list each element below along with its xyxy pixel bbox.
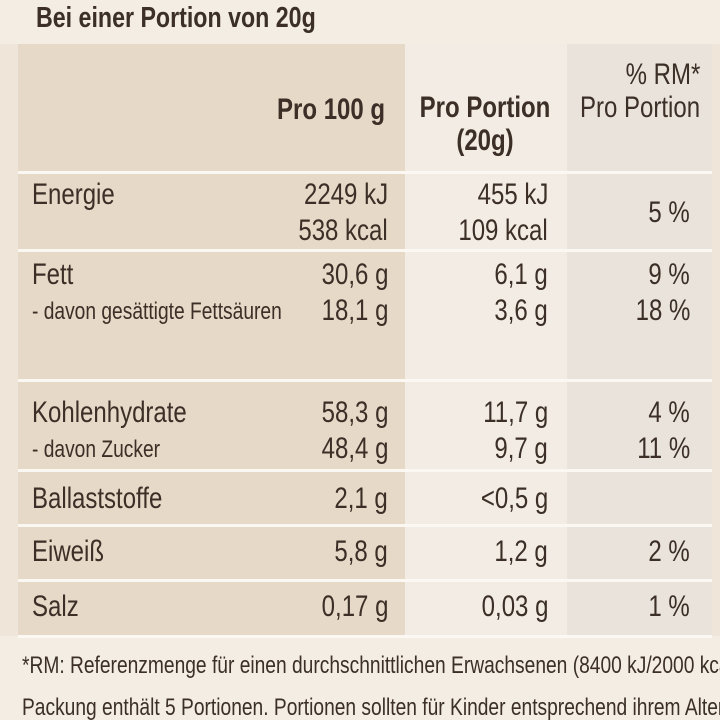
row-label: Kohlenhydrate [32,396,187,429]
value-cell: 3,6 g [494,294,548,327]
value-cell: 4 % [648,396,690,429]
value-cell: 9 % [648,258,690,291]
column-bg [405,44,567,636]
value-cell: 9,7 g [494,432,548,465]
row-label: Ballaststoffe [32,482,163,515]
column-header: (20g) [456,124,514,157]
footnote: *RM: Referenzmenge für einen durchschnit… [22,652,720,679]
value-cell: 30,6 g [321,258,388,291]
column-header: Pro 100 g [276,93,385,126]
value-cell: 1 % [648,590,690,623]
value-cell: 58,3 g [321,396,388,429]
footer-bg [0,636,720,720]
column-header: Pro Portion [419,91,551,124]
row-separator [18,635,712,638]
value-cell: 5 % [648,196,690,229]
value-cell: 109 kcal [458,214,548,247]
value-cell: 11,7 g [483,396,548,429]
column-bg [567,44,712,636]
header-bar [0,0,720,44]
row-separator [18,469,712,472]
value-cell: 2249 kJ [303,178,388,211]
value-cell: 5,8 g [334,535,388,568]
value-cell: 2,1 g [334,482,388,515]
column-header: Pro Portion [579,91,700,124]
column-header: % RM* [625,58,700,91]
row-separator [18,524,712,527]
row-separator [18,171,712,174]
sub-label: - davon gesättigte Fettsäuren [32,298,282,325]
value-cell: 11 % [637,432,690,465]
value-cell: 18 % [635,294,690,327]
value-cell: 48,4 g [321,432,388,465]
row-label: Energie [32,178,115,211]
row-label: Fett [32,258,74,291]
sub-label: - davon Zucker [32,436,161,463]
footnote: Packung enthält 5 Portionen. Portionen s… [22,694,720,720]
value-cell: 455 kJ [477,178,548,211]
value-cell: <0,5 g [480,482,548,515]
value-cell: 0,03 g [481,590,548,623]
row-separator [18,579,712,582]
value-cell: 0,17 g [321,590,388,623]
value-cell: 6,1 g [494,258,548,291]
row-separator [18,249,712,252]
row-label: Salz [32,590,79,623]
title: Bei einer Portion von 20g [36,2,316,34]
value-cell: 538 kcal [298,214,388,247]
value-cell: 1,2 g [494,535,548,568]
row-separator [18,379,712,382]
value-cell: 18,1 g [321,294,388,327]
value-cell: 2 % [648,535,690,568]
row-label: Eiweiß [32,535,105,568]
